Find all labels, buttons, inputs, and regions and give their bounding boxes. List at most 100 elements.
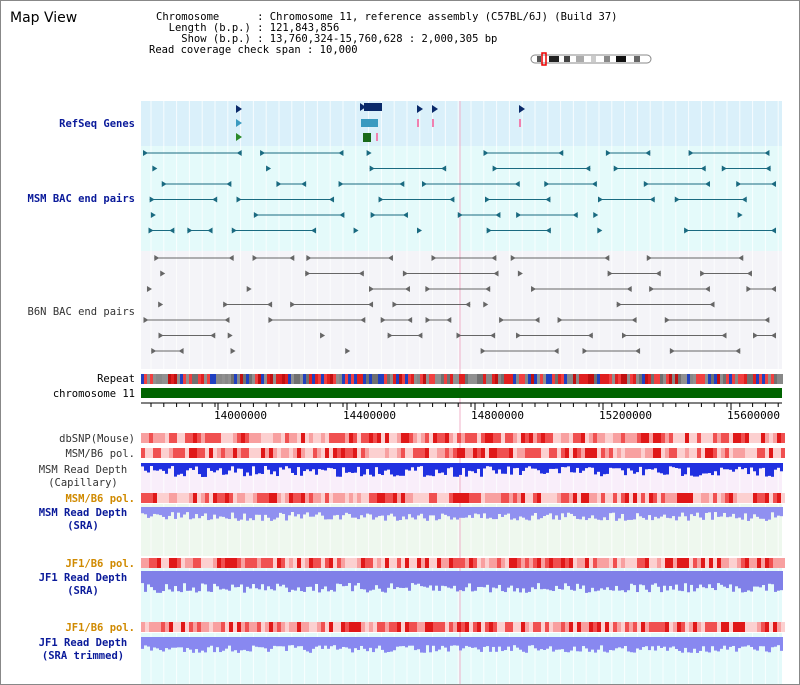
jf1-trim-bar bbox=[411, 637, 414, 646]
dbsnp-cell bbox=[565, 433, 569, 443]
jf1-pol2-cell bbox=[609, 622, 613, 632]
jf1-pol-cell bbox=[513, 558, 517, 568]
jf1-pol-cell bbox=[517, 558, 521, 568]
b6n-bac-end bbox=[491, 255, 497, 261]
msm-capillary-bar bbox=[570, 463, 573, 473]
jf1-trim-bar bbox=[711, 637, 714, 647]
msm-bac-label[interactable]: MSM BAC end pairs bbox=[27, 193, 135, 205]
ideogram-band bbox=[591, 56, 596, 62]
jf1-pol2-cell bbox=[765, 622, 769, 632]
repeat-block bbox=[753, 374, 756, 384]
dbsnp-cell bbox=[317, 433, 321, 443]
jf1-sra-bar bbox=[156, 571, 159, 593]
jf1-pol2-cell bbox=[201, 622, 205, 632]
repeat-block bbox=[636, 374, 639, 384]
msm-capillary-bar bbox=[297, 463, 300, 468]
jf1-trim-bar bbox=[558, 637, 561, 650]
jf1-sra-bar bbox=[471, 571, 474, 592]
msm-pol2-cell bbox=[305, 493, 309, 503]
repeat-block bbox=[426, 374, 429, 384]
msm-pol-cell bbox=[497, 448, 501, 458]
repeat-block bbox=[549, 374, 552, 384]
msm-sra-bar bbox=[198, 507, 201, 519]
repeat-block bbox=[708, 374, 711, 384]
jf1-pol2-cell bbox=[689, 622, 693, 632]
msm-pol2-cell bbox=[321, 493, 325, 503]
msm-capillary-bar bbox=[441, 463, 444, 473]
jf1-pol-cell bbox=[165, 558, 169, 568]
repeat-block bbox=[486, 374, 489, 384]
jf1-b6-pol-label-2: JF1/B6 pol. bbox=[65, 622, 135, 634]
jf1-pol2-cell bbox=[593, 622, 597, 632]
jf1-sra-bar bbox=[663, 571, 666, 586]
msm-sra-bar bbox=[435, 507, 438, 521]
jf1-sra-bar bbox=[579, 571, 582, 589]
repeat-block bbox=[162, 374, 165, 384]
msm-pol-cell bbox=[285, 448, 289, 458]
msm-sra-bar bbox=[423, 507, 426, 519]
b6n-bac-end bbox=[387, 255, 393, 261]
jf1-pol2-cell bbox=[561, 622, 565, 632]
jf1-pol-cell bbox=[593, 558, 597, 568]
jf1-pol-cell bbox=[481, 558, 485, 568]
jf1-sra-bar bbox=[621, 571, 624, 591]
msm-pol-cell bbox=[581, 448, 585, 458]
jf1-pol2-cell bbox=[269, 622, 273, 632]
msm-bac-end bbox=[378, 196, 384, 203]
msm-pol-cell bbox=[349, 448, 353, 458]
msm-capillary-bar bbox=[222, 463, 225, 475]
jf1-trim-bar bbox=[576, 637, 579, 652]
msm-pol-cell bbox=[657, 448, 661, 458]
b6n-bac-label[interactable]: B6N BAC end pairs bbox=[27, 306, 135, 318]
msm-bac-end bbox=[366, 150, 372, 156]
dbsnp-cell bbox=[669, 433, 673, 443]
b6n-bac-end bbox=[493, 270, 499, 277]
msm-pol2-cell bbox=[289, 493, 293, 503]
dbsnp-cell bbox=[645, 433, 649, 443]
b6n-bac-end bbox=[721, 332, 727, 339]
msm-pol2-cell bbox=[413, 493, 417, 503]
msm-sra-bar bbox=[306, 507, 309, 513]
jf1-sra-bar bbox=[594, 571, 597, 592]
refseq-genes-label[interactable]: RefSeq Genes bbox=[59, 118, 135, 130]
msm-bac-end bbox=[276, 181, 282, 187]
msm-pol-cell bbox=[757, 448, 761, 458]
msm-capillary-bar bbox=[204, 463, 207, 477]
msm-sra-bar bbox=[372, 507, 375, 520]
jf1-sra-bar bbox=[603, 571, 606, 590]
msm-sra-bar bbox=[480, 507, 483, 519]
gene-glyph bbox=[417, 119, 419, 127]
msm-pol2-cell bbox=[249, 493, 253, 503]
msm-pol-cell bbox=[357, 448, 361, 458]
msm-pol-cell bbox=[337, 448, 341, 458]
msm-read-depth-capillary-label: MSM Read Depth bbox=[38, 464, 128, 476]
msm-pol2-cell bbox=[329, 493, 333, 503]
msm-pol-cell bbox=[565, 448, 569, 458]
dbsnp-cell bbox=[705, 433, 709, 443]
repeat-block bbox=[315, 374, 318, 384]
msm-capillary-bar bbox=[369, 463, 372, 475]
jf1-sra-bar bbox=[225, 571, 228, 590]
dbsnp-cell bbox=[257, 433, 261, 443]
msm-capillary-bar bbox=[402, 463, 405, 476]
msm-pol-cell bbox=[477, 448, 481, 458]
jf1-sra-bar bbox=[591, 571, 594, 588]
msm-sra-bar bbox=[459, 507, 462, 518]
msm-pol-cell bbox=[585, 448, 589, 458]
jf1-trim-bar bbox=[738, 637, 741, 649]
repeat-block bbox=[147, 374, 150, 384]
jf1-pol2-cell bbox=[157, 622, 161, 632]
jf1-sra-bar bbox=[231, 571, 234, 585]
jf1-trim-bar bbox=[564, 637, 567, 652]
msm-pol-cell bbox=[397, 448, 401, 458]
b6n-bac-end bbox=[709, 301, 715, 308]
msm-bac-end bbox=[421, 181, 427, 187]
b6n-bac-end bbox=[267, 301, 273, 308]
repeat-block bbox=[627, 374, 630, 384]
msm-pol-cell bbox=[353, 448, 357, 458]
jf1-sra-bar bbox=[294, 571, 297, 591]
msm-capillary-bar bbox=[396, 463, 399, 476]
msm-capillary-bar bbox=[141, 463, 144, 467]
jf1-pol2-cell bbox=[629, 622, 633, 632]
b6n-bac-end bbox=[380, 317, 386, 323]
